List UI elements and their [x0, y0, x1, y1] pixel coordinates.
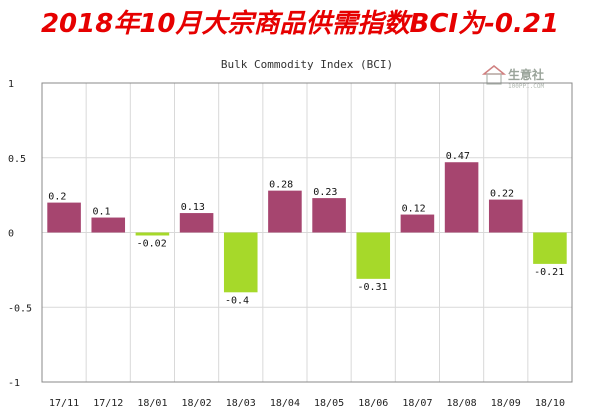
chart-title: Bulk Commodity Index (BCI) [221, 58, 393, 71]
x-tick-label: 18/01 [137, 398, 167, 409]
data-label: 0.12 [402, 204, 426, 215]
data-label: 0.1 [92, 207, 110, 218]
plot-frame [41, 82, 573, 383]
x-tick-label: 18/04 [270, 398, 300, 409]
x-tick-label: 18/03 [226, 398, 256, 409]
bar-17-12 [91, 217, 126, 233]
bar-18-06 [356, 232, 391, 279]
x-axis-ticks: 17/11 17/12 18/01 18/02 18/03 18/04 18/05 18/06… [49, 398, 565, 409]
y-axis-ticks: 1 0.5 0 -0.5 -1 [8, 79, 32, 389]
bar-18-04 [268, 190, 302, 233]
bar-18-02 [179, 213, 214, 233]
bci-bar-chart: Bulk Commodity Index (BCI) 生意社 100PPI.CO… [0, 46, 600, 420]
x-tick-label: 17/11 [49, 398, 79, 409]
watermark-brand: 生意社 [508, 67, 544, 82]
data-label: 0.13 [181, 202, 205, 213]
house-icon [481, 65, 507, 85]
data-label: -0.21 [534, 267, 564, 278]
y-tick-label: 0 [8, 229, 14, 240]
bar-17-11 [47, 202, 81, 233]
y-tick-label: -1 [8, 378, 20, 389]
watermark-logo: 生意社 100PPI.COM [481, 65, 545, 90]
data-label-layer: 0.2 0.1 -0.02 0.13 -0.4 0.28 0.23 -0.31 0.12 0.47… [48, 151, 564, 306]
data-label: -0.31 [357, 282, 387, 293]
data-label: 0.47 [446, 151, 470, 162]
data-label: 0.22 [490, 189, 514, 200]
bar-18-08 [444, 162, 479, 233]
bar-18-09 [488, 199, 523, 233]
data-label: 0.2 [48, 192, 66, 203]
data-label: -0.02 [137, 238, 167, 249]
bar-18-05 [312, 198, 346, 233]
bar-18-07 [400, 214, 435, 233]
bar-18-10 [533, 232, 567, 264]
x-tick-label: 18/06 [358, 398, 388, 409]
x-tick-label: 18/09 [491, 398, 521, 409]
headline-title: 2018年10月大宗商品供需指数BCI为-0.21 [40, 9, 560, 39]
bar-layer [47, 162, 567, 293]
bar-18-03 [223, 232, 258, 293]
x-tick-label: 18/08 [447, 398, 477, 409]
bar-18-01 [135, 232, 170, 236]
data-label: 0.23 [313, 187, 337, 198]
x-tick-label: 18/02 [182, 398, 212, 409]
x-tick-label: 17/12 [93, 398, 123, 409]
y-tick-label: 1 [8, 79, 14, 90]
data-label: 0.28 [269, 180, 293, 191]
x-tick-label: 18/07 [402, 398, 432, 409]
y-tick-label: 0.5 [8, 154, 26, 165]
watermark-site: 100PPI.COM [508, 83, 545, 90]
x-tick-label: 18/05 [314, 398, 344, 409]
data-label: -0.4 [225, 295, 249, 306]
x-tick-label: 18/10 [535, 398, 565, 409]
y-tick-label: -0.5 [8, 303, 32, 314]
